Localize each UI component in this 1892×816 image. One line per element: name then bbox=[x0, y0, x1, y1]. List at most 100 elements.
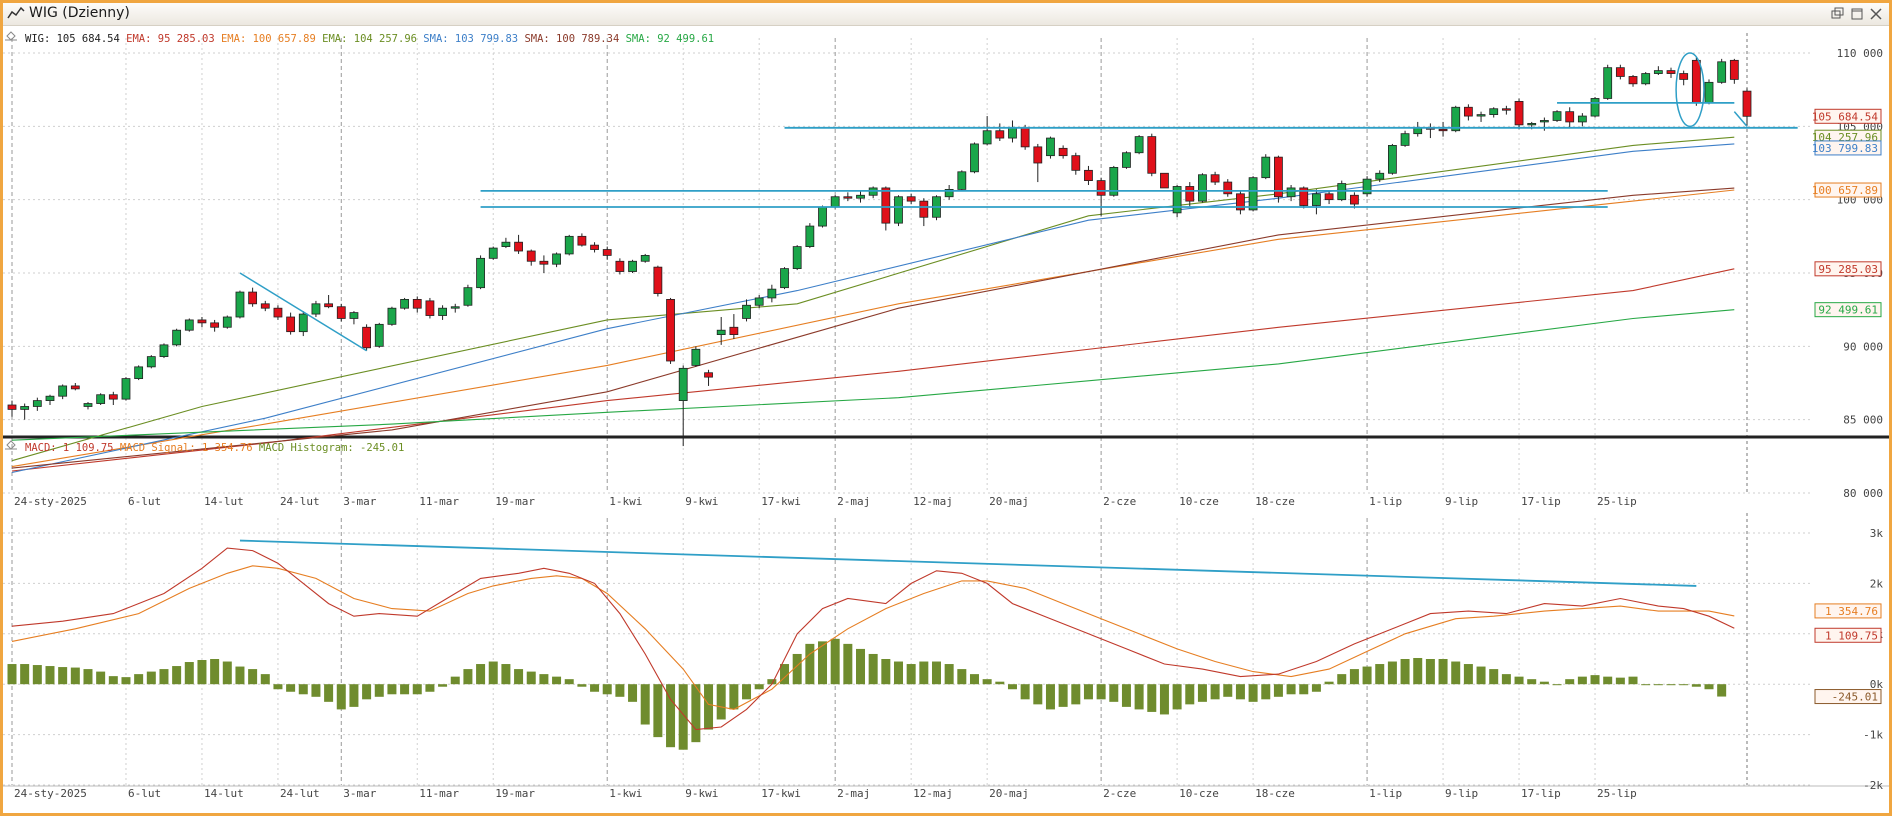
histogram-bar bbox=[83, 669, 93, 685]
histogram-bar bbox=[754, 684, 764, 690]
histogram-bar bbox=[792, 653, 802, 685]
histogram-bar bbox=[830, 638, 840, 685]
histogram-bar bbox=[20, 664, 30, 685]
histogram-bar bbox=[1552, 684, 1562, 686]
histogram-bar bbox=[121, 677, 131, 685]
histogram-bar bbox=[1590, 675, 1600, 685]
candle-down bbox=[1324, 193, 1334, 201]
candle-down bbox=[7, 404, 17, 410]
candle-down bbox=[1514, 101, 1524, 126]
legend-item: EMA: 95 285.03 bbox=[126, 33, 221, 45]
histogram-bar bbox=[704, 684, 714, 730]
histogram-bar bbox=[729, 684, 739, 710]
candle-up bbox=[387, 307, 397, 325]
histogram-bar bbox=[501, 664, 511, 685]
highlight-ellipse bbox=[1675, 52, 1705, 128]
histogram-bar bbox=[374, 684, 384, 697]
candle-up bbox=[1261, 156, 1271, 179]
histogram-bar bbox=[1691, 684, 1701, 687]
candle-up bbox=[463, 287, 473, 306]
candle-up bbox=[1641, 73, 1651, 85]
macd-date-label: 9-kwi bbox=[685, 787, 718, 800]
histogram-bar bbox=[172, 666, 182, 685]
maximize-icon[interactable] bbox=[1850, 7, 1864, 21]
price-date-label: 20-maj bbox=[989, 495, 1029, 508]
macd-trend-line bbox=[239, 539, 1697, 587]
histogram-bar bbox=[1413, 657, 1423, 685]
candle-up bbox=[780, 268, 789, 289]
histogram-bar bbox=[1527, 679, 1537, 685]
candle-up bbox=[349, 312, 359, 319]
candle-up bbox=[134, 366, 144, 380]
histogram-bar bbox=[412, 684, 422, 695]
histogram-bar bbox=[400, 684, 410, 695]
histogram-bar bbox=[1033, 684, 1043, 705]
title-bar[interactable]: WIG (Dzienny) bbox=[3, 3, 1889, 26]
histogram-bar bbox=[1679, 684, 1689, 686]
value-badge-text: 1 354.76 bbox=[1825, 605, 1878, 618]
histogram-bar bbox=[628, 684, 638, 702]
value-badge bbox=[1814, 603, 1882, 619]
histogram-bar bbox=[1071, 684, 1081, 705]
candle-down bbox=[197, 319, 207, 324]
candle-up bbox=[818, 206, 827, 227]
histogram-bar bbox=[1349, 669, 1359, 685]
candle-up bbox=[691, 348, 701, 366]
histogram-bar bbox=[286, 684, 296, 692]
indicator-line bbox=[11, 268, 1735, 472]
histogram-bar bbox=[235, 666, 245, 685]
candle-up bbox=[488, 247, 498, 259]
macd-tick-label: 2k bbox=[1870, 577, 1884, 590]
histogram-bar bbox=[919, 661, 929, 685]
candle-down bbox=[210, 322, 220, 328]
histogram-bar bbox=[260, 674, 270, 685]
histogram-bar bbox=[640, 684, 650, 725]
histogram-bar bbox=[1299, 684, 1309, 695]
candle-down bbox=[653, 266, 663, 294]
candle-up bbox=[32, 400, 42, 407]
price-tick-label: 110 000 bbox=[1837, 47, 1883, 60]
histogram-bar bbox=[1362, 666, 1372, 685]
macd-date-label: 2-cze bbox=[1103, 787, 1136, 800]
histogram-bar bbox=[1083, 684, 1093, 700]
histogram-bar bbox=[1565, 679, 1575, 685]
candle-up bbox=[856, 194, 865, 199]
price-date-label: 17-kwi bbox=[761, 495, 801, 508]
price-tick-label: 85 000 bbox=[1843, 414, 1883, 427]
histogram-bar bbox=[450, 676, 460, 685]
histogram-bar bbox=[818, 641, 828, 685]
candle-up bbox=[20, 406, 30, 410]
macd-date-label: 24-sty-2025 bbox=[14, 787, 87, 800]
restore-icon[interactable] bbox=[1830, 7, 1844, 21]
candle-down bbox=[286, 316, 296, 333]
price-date-label: 25-lip bbox=[1597, 495, 1637, 508]
histogram-bar bbox=[1248, 684, 1258, 702]
histogram-bar bbox=[931, 661, 941, 685]
close-icon[interactable] bbox=[1869, 7, 1883, 21]
candle-up bbox=[1122, 152, 1131, 168]
value-badge bbox=[1814, 627, 1882, 643]
histogram-bar bbox=[1159, 684, 1169, 715]
histogram-bar bbox=[868, 653, 878, 685]
histogram-bar bbox=[438, 684, 448, 687]
candle-up bbox=[45, 395, 55, 402]
histogram-bar bbox=[944, 664, 954, 685]
candle-down bbox=[425, 300, 435, 316]
candle-down bbox=[577, 235, 587, 246]
histogram-bar bbox=[1438, 659, 1448, 685]
drawn-lines[interactable] bbox=[239, 52, 1798, 352]
value-badge-text: 1 109.75 bbox=[1825, 629, 1878, 642]
candle-up bbox=[805, 225, 815, 247]
histogram-bar bbox=[1096, 684, 1106, 700]
candle-up bbox=[298, 313, 308, 333]
legend-item: SMA: 92 499.61 bbox=[626, 33, 715, 45]
value-badge-text: 100 657.89 bbox=[1812, 184, 1878, 197]
histogram-bar bbox=[1273, 684, 1283, 697]
price-date-label: 24-sty-2025 bbox=[14, 495, 87, 508]
histogram-bar bbox=[1235, 684, 1245, 700]
candle-up bbox=[1539, 120, 1549, 123]
macd-date-label: 2-maj bbox=[837, 787, 870, 800]
value-badge-text: 105 684.54 bbox=[1812, 110, 1879, 123]
